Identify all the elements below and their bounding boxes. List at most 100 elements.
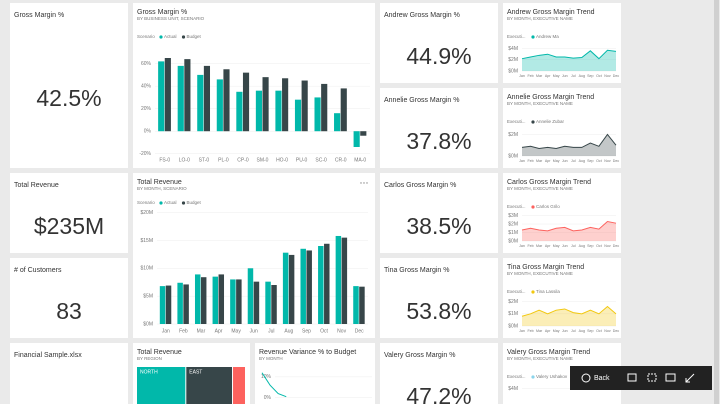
x-tick-label: Oct — [596, 74, 602, 78]
chart-title: Tina Gross Margin Trend — [507, 264, 584, 271]
x-tick-label: Nov — [604, 329, 611, 333]
legend-swatch — [181, 35, 186, 39]
tile — [503, 258, 621, 338]
toolbar: Back — [570, 366, 712, 390]
kpi-value: 37.8% — [406, 128, 471, 154]
x-tick-label: Jun — [562, 244, 568, 248]
x-tick-label: Jan — [162, 328, 170, 334]
x-tick-label: Jul — [571, 244, 576, 248]
area — [522, 221, 616, 241]
x-tick-label: FS-0 — [159, 157, 170, 163]
y-tick-label: $10M — [140, 266, 153, 272]
y-tick-label: 0% — [264, 395, 272, 401]
x-tick-label: Apr — [545, 74, 551, 78]
x-tick-label: Jun — [562, 329, 568, 333]
x-tick-label: Jul — [268, 328, 274, 334]
tile-title: Valery Gross Margin % — [384, 352, 455, 359]
bar — [288, 254, 295, 324]
kpi-value: 42.5% — [36, 85, 101, 111]
treemap-cell — [137, 367, 186, 404]
chart-title: Total Revenue — [137, 179, 182, 186]
x-tick-label: SC-0 — [315, 157, 327, 163]
x-tick-label: May — [553, 329, 560, 333]
x-tick-label: Aug — [579, 244, 585, 248]
treemap-label: NORTH — [140, 369, 158, 375]
x-tick-label: May — [553, 74, 560, 78]
back-button[interactable]: Back — [594, 375, 610, 382]
y-tick-label: $0M — [508, 68, 518, 74]
x-tick-label: May — [553, 159, 560, 163]
tile — [10, 173, 128, 253]
x-tick-label: Jul — [571, 74, 576, 78]
kpi-value: 44.9% — [406, 43, 471, 69]
bar — [340, 88, 347, 132]
more-options — [366, 182, 368, 184]
scrollbar[interactable] — [714, 0, 719, 404]
x-tick-label: Feb — [527, 74, 533, 78]
legend-label: Valery Ushakov — [536, 374, 568, 379]
legend-label: Budget — [187, 34, 202, 39]
tile-title: Gross Margin % — [14, 12, 64, 19]
tile-title: Financial Sample.xlsx — [14, 352, 82, 359]
kpi-value: 83 — [56, 298, 82, 324]
legend-title: Scenario — [137, 34, 155, 39]
y-tick-label: $15M — [140, 238, 153, 244]
bar — [159, 286, 166, 324]
tile-title: Tina Gross Margin % — [384, 267, 449, 274]
x-tick-label: Sep — [587, 159, 593, 163]
chart-subtitle: BY MONTH, EXECUTIVE NAME — [507, 271, 573, 276]
area-line — [521, 49, 617, 60]
bar — [321, 83, 328, 132]
chart-title: Carlos Gross Margin Trend — [507, 179, 591, 186]
bar — [200, 277, 207, 324]
chart-subtitle: BY MONTH, EXECUTIVE NAME — [507, 16, 573, 21]
bar — [294, 99, 302, 132]
legend-title: Executi... — [507, 289, 526, 294]
x-tick-label: MA-0 — [354, 157, 366, 163]
tile-title: Andrew Gross Margin % — [384, 12, 460, 19]
y-tick-label: 60% — [141, 61, 152, 67]
bar — [236, 279, 242, 324]
y-tick-label: $3M — [508, 213, 518, 219]
bar — [158, 61, 165, 132]
y-tick-label: $4M — [508, 46, 518, 52]
bar — [353, 286, 359, 324]
x-tick-label: Feb — [179, 328, 188, 334]
x-tick-label: May — [231, 328, 241, 334]
x-tick-label: ST-0 — [199, 157, 210, 163]
area-line — [521, 220, 617, 232]
bar — [247, 268, 254, 324]
tile — [10, 258, 128, 338]
legend-swatch — [531, 290, 535, 294]
x-tick-label: Jul — [571, 329, 576, 333]
exit-button[interactable] — [685, 373, 695, 383]
x-tick-label: Dec — [355, 328, 364, 334]
bar — [218, 274, 225, 324]
kpi-value: 38.5% — [406, 213, 471, 239]
back-icon[interactable] — [581, 373, 591, 383]
bar — [318, 246, 324, 324]
bar — [265, 281, 271, 324]
x-tick-label: Sep — [587, 329, 593, 333]
chart-subtitle: BY MONTH — [259, 356, 283, 361]
x-tick-label: Mar — [536, 244, 543, 248]
view-button[interactable] — [665, 373, 676, 382]
x-tick-label: Oct — [596, 244, 602, 248]
y-tick-label: $4M — [508, 386, 518, 392]
treemap-cell — [233, 367, 245, 404]
x-tick-label: HO-0 — [276, 157, 288, 163]
legend-swatch — [159, 201, 163, 205]
bar — [282, 78, 289, 132]
x-tick-label: Mar — [197, 328, 206, 334]
bar — [341, 237, 348, 324]
fit-button[interactable] — [647, 373, 657, 382]
x-tick-label: Mar — [536, 329, 543, 333]
area — [522, 50, 616, 71]
tile — [10, 343, 128, 404]
print-button[interactable] — [627, 373, 637, 382]
x-tick-label: Oct — [320, 328, 328, 334]
y-tick-label: $0M — [508, 238, 518, 244]
chart-subtitle: BY MONTH, EXECUTIVE NAME — [507, 356, 573, 361]
y-tick-label: 20% — [141, 106, 152, 112]
